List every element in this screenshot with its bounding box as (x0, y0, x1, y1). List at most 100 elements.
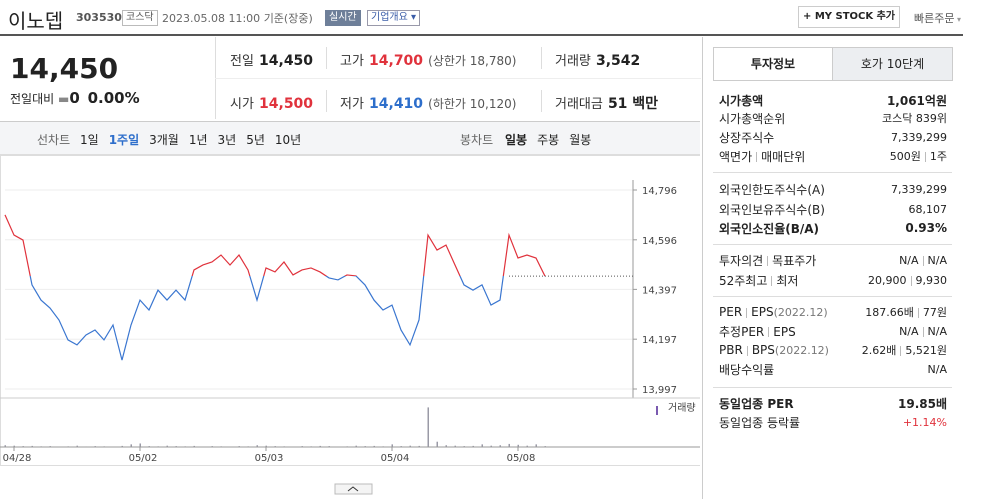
info-value: 코스닥 839위 (882, 110, 947, 126)
label-text: 투자의견 (719, 253, 764, 268)
period-tab[interactable]: 1주일 (108, 133, 140, 147)
candle-tab[interactable]: 월봉 (569, 133, 592, 147)
volume-bar (508, 443, 510, 447)
label-text: 상장주식수 (719, 130, 775, 145)
info-row: 외국인한도주식수(A) 7,339,299 (719, 180, 947, 198)
tab-bar (0, 121, 700, 155)
summary-cell: 시가 14,500 (230, 93, 313, 112)
volume-bar (121, 445, 123, 447)
rate: 0.00% (87, 89, 140, 107)
volume-bar (535, 444, 537, 447)
volume-bar (355, 445, 357, 447)
label: 저가 (340, 97, 364, 112)
info-value: +1.14% (903, 416, 947, 429)
period-tab[interactable]: 1년 (188, 133, 208, 147)
period-tab[interactable]: 1일 (80, 133, 99, 147)
separator (900, 346, 902, 356)
summary-cell: 거래량 3,542 (555, 50, 640, 69)
change: 0 (69, 89, 80, 107)
period-tab[interactable]: 5년 (246, 133, 265, 147)
info-label: 액면가 매매단위 (719, 148, 805, 165)
info-value: 20,900 9,930 (868, 274, 947, 287)
chart: 거래량 13,997 14,197 14,397 14,596 14,796 04/28 0… (0, 155, 700, 495)
info-value: N/A (928, 363, 947, 376)
label: 전일 (230, 54, 254, 69)
volume-bar (499, 445, 501, 447)
period-tab[interactable]: 3개월 (149, 133, 179, 147)
collapse-button[interactable] (334, 483, 373, 495)
value: 14,700 (369, 53, 424, 69)
volume-bar (490, 445, 492, 447)
value: 3,542 (595, 53, 641, 69)
label-text: 52주최고 (719, 273, 768, 288)
label-text: BPS (751, 343, 775, 357)
info-value: N/A N/A (899, 254, 947, 267)
volume-bar (193, 445, 195, 447)
value: 14,410 (369, 96, 424, 112)
separator (922, 255, 924, 266)
quick-order[interactable]: 빠른주문 ▾ (914, 12, 962, 25)
info-row: 외국인보유주식수(B) 68,107 (719, 200, 947, 218)
volume-bar (526, 445, 528, 447)
value-text: 20,900 (868, 273, 907, 287)
divider (541, 47, 542, 69)
candle-tab[interactable]: 주봉 (537, 133, 560, 147)
volume-bar (472, 445, 474, 447)
label-text: 외국인보유주식수(B) (719, 202, 825, 217)
value-text: 19.85배 (898, 396, 947, 411)
label-text: 최저 (776, 273, 799, 288)
summary-cell: 거래대금 51 백만 (555, 93, 658, 113)
volume-bar (166, 445, 168, 447)
label-text: 외국인한도주식수(A) (719, 182, 825, 197)
value-text: N/A (927, 324, 947, 338)
x-tick-label: 05/08 (507, 453, 536, 464)
label-text: 시가총액 (719, 93, 764, 108)
volume-bar (481, 444, 483, 447)
info-label: 투자의견 목표주가 (719, 252, 816, 269)
mystock-button[interactable]: + MY STOCK 추가 (798, 6, 900, 28)
info-row: 52주최고 최저 20,900 9,930 (719, 271, 947, 289)
label-text: PBR (719, 343, 743, 357)
label: 시가 (230, 97, 254, 112)
stock-code: 303530 (76, 11, 122, 24)
info-value: 19.85배 (898, 395, 947, 412)
value-text: +1.14% (902, 415, 947, 429)
volume-bar (265, 445, 267, 447)
volume-bar (139, 443, 141, 447)
separator (922, 326, 924, 337)
side-tab[interactable]: 투자정보 (713, 47, 833, 81)
period-tab[interactable]: 3년 (217, 133, 237, 147)
separator (917, 308, 919, 318)
stock-name: 이노뎁 (8, 9, 64, 33)
group-divider (713, 387, 952, 388)
side-tab[interactable]: 호가 10단계 (832, 47, 953, 81)
y-tick-label: 14,197 (642, 335, 677, 346)
plot-border (0, 155, 700, 466)
volume-bar (319, 445, 321, 447)
candle-tab[interactable]: 일봉 (505, 133, 528, 147)
volume-bar (454, 445, 456, 447)
info-label: 추정PER EPS (719, 323, 796, 340)
info-value: 0.93% (905, 221, 947, 235)
label-text: 동일업종 등락률 (719, 415, 801, 430)
info-value: 1,061억원 (887, 92, 947, 109)
value-text: 68,107 (908, 202, 948, 216)
info-row: 추정PER EPS N/A N/A (719, 322, 947, 340)
datetime: 2023.05.08 11:00 기준(장중) (162, 10, 313, 26)
info-button[interactable]: 기업개요 ▾ (367, 10, 421, 26)
period-tab[interactable]: 10년 (274, 133, 302, 147)
value-text: N/A (927, 362, 947, 376)
info-text: 기업개요 (371, 12, 408, 23)
separator (767, 256, 769, 266)
value-text: 187.66배 (865, 306, 914, 319)
volume-bar (418, 445, 420, 447)
volume-bar (409, 445, 411, 447)
volume-bar (517, 444, 519, 447)
info-row: 배당수익률 N/A (719, 360, 947, 378)
label-text: 배당수익률 (719, 362, 775, 377)
info-label: 52주최고 최저 (719, 272, 798, 289)
legend-swatch (656, 406, 658, 415)
label-text: EPS (773, 324, 796, 339)
info-value: 500원 1주 (890, 148, 947, 164)
info-row: 액면가 매매단위 500원 1주 (719, 147, 947, 165)
